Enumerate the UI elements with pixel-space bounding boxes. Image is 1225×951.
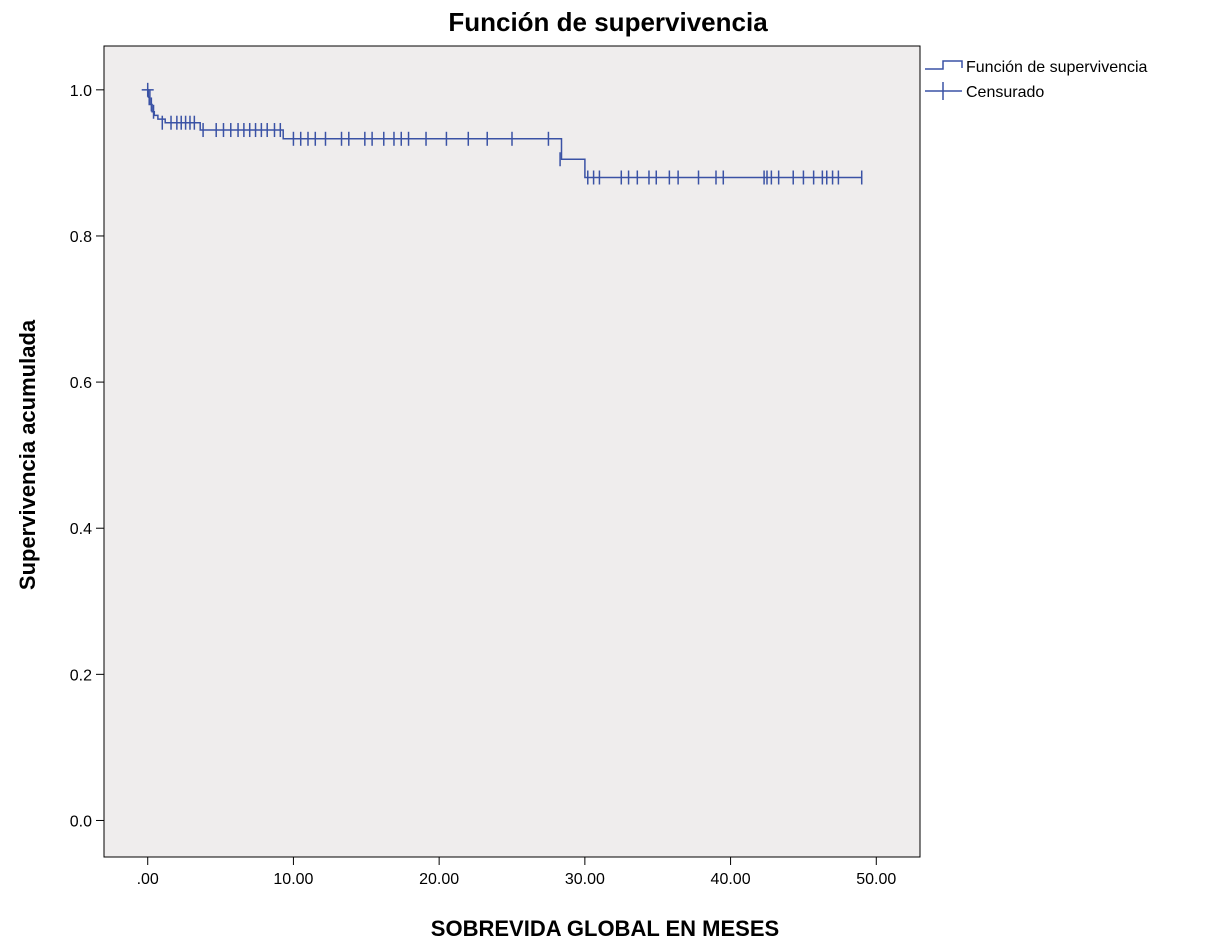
x-tick-label: 50.00 — [856, 871, 896, 888]
x-tick-label: 40.00 — [711, 871, 751, 888]
x-axis-title: SOBREVIDA GLOBAL EN MESES — [431, 916, 779, 941]
y-tick-label: 0.8 — [70, 229, 92, 246]
x-tick-label: .00 — [137, 871, 159, 888]
legend-label-censored: Censurado — [966, 84, 1044, 101]
legend-step-icon — [925, 60, 963, 70]
legend-label-survival: Función de supervivencia — [966, 59, 1148, 76]
x-tick-label: 30.00 — [565, 871, 605, 888]
y-tick-label: 0.4 — [70, 521, 92, 538]
y-tick-label: 0.0 — [70, 813, 92, 830]
legend: Función de supervivencia Censurado — [925, 59, 1148, 101]
x-axis: .00 10.00 20.00 30.00 40.00 50.00 — [137, 857, 896, 888]
plot-area — [103, 45, 921, 858]
y-tick-label: 0.6 — [70, 375, 92, 392]
x-tick-label: 20.00 — [419, 871, 459, 888]
x-tick-label: 10.00 — [273, 871, 313, 888]
chart-title: Función de supervivencia — [448, 7, 768, 37]
y-tick-label: 1.0 — [70, 83, 92, 100]
series-layer — [141, 82, 863, 185]
y-axis: 0.0 0.2 0.4 0.6 0.8 1.0 — [70, 83, 104, 830]
y-tick-label: 0.2 — [70, 667, 92, 684]
y-axis-title: Supervivencia acumulada — [15, 319, 40, 590]
